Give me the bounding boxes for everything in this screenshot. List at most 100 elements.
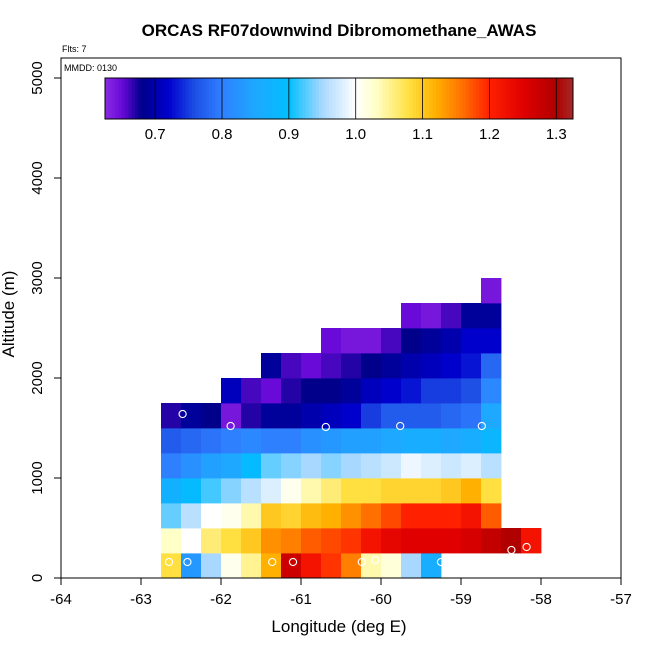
colorbar-segment xyxy=(492,78,497,119)
colorbar-segment xyxy=(332,78,337,119)
colorbar-segment xyxy=(178,78,183,119)
heatmap-cell xyxy=(221,503,242,529)
sample-point xyxy=(164,557,174,567)
colorbar-segment xyxy=(198,78,203,119)
colorbar-segment xyxy=(415,78,420,119)
heatmap-cell xyxy=(401,503,422,529)
colorbar-segment xyxy=(225,78,230,119)
colorbar-segment xyxy=(181,78,186,119)
heatmap-cell xyxy=(241,553,262,578)
heatmap-cell xyxy=(381,503,402,529)
sample-point xyxy=(507,545,516,555)
heatmap-cell xyxy=(381,403,402,429)
colorbar-segment xyxy=(499,78,504,119)
colorbar-segment xyxy=(315,78,320,119)
colorbar-segment xyxy=(419,78,424,119)
heatmap-cell xyxy=(221,553,242,578)
heatmap-cell xyxy=(301,503,322,529)
heatmap-cell xyxy=(301,453,322,479)
heatmap-cell xyxy=(421,428,442,454)
heatmap-cell xyxy=(181,553,202,578)
heatmap-cell xyxy=(341,428,362,454)
colorbar-segment xyxy=(248,78,253,119)
heatmap-cell xyxy=(201,503,222,529)
colorbar-segment xyxy=(359,78,363,119)
heatmap-cell xyxy=(181,503,202,529)
colorbar-segment xyxy=(422,78,427,119)
colorbar-segment xyxy=(272,78,276,119)
heatmap-cell xyxy=(181,403,202,429)
colorbar-segment xyxy=(312,78,317,119)
colorbar-segment xyxy=(429,78,434,119)
colorbar-segment xyxy=(275,78,280,119)
y-tick-label: 0 xyxy=(29,574,46,582)
colorbar-segment xyxy=(442,78,447,119)
heatmap-cell xyxy=(341,528,362,554)
colorbar-segment xyxy=(302,78,307,119)
colorbar-segment xyxy=(482,78,487,119)
colorbar-segment xyxy=(218,78,223,119)
heatmap-cell xyxy=(301,528,322,554)
x-tick-label: -63 xyxy=(130,591,152,608)
colorbar-segment xyxy=(232,78,236,119)
colorbar-segment xyxy=(141,78,146,119)
x-axis-label: Longitude (deg E) xyxy=(271,617,406,636)
heatmap-cell xyxy=(341,478,362,504)
heatmap-cell xyxy=(401,328,422,354)
colorbar-segment xyxy=(549,78,554,119)
colorbar-segment xyxy=(325,78,330,119)
x-tick-label: -60 xyxy=(370,591,392,608)
heatmap-cell xyxy=(461,528,482,554)
heatmap-cell xyxy=(441,378,462,404)
colorbar-segment xyxy=(288,78,293,119)
heatmap-cell xyxy=(321,503,342,529)
heatmap-cell xyxy=(461,503,482,529)
y-tick-label: 4000 xyxy=(29,161,46,194)
y-tick-label: 5000 xyxy=(29,61,46,94)
colorbar-segment xyxy=(135,78,139,119)
heatmap-cell xyxy=(441,303,462,329)
heatmap-cell xyxy=(261,503,282,529)
heatmap-cell xyxy=(521,528,542,554)
heatmap-cell xyxy=(281,478,302,504)
heatmap-cell xyxy=(461,403,482,429)
heatmap-cell xyxy=(361,353,382,379)
heatmap-cell xyxy=(201,403,222,429)
heatmap-cell xyxy=(261,528,282,554)
heatmap-cell xyxy=(461,428,482,454)
colorbar-segment xyxy=(191,78,196,119)
colorbar-segment xyxy=(476,78,480,119)
sample-point xyxy=(321,422,330,432)
colorbar-segment xyxy=(252,78,256,119)
colorbar-segment xyxy=(496,78,500,119)
heatmap-cell xyxy=(361,553,382,578)
colorbar-segment xyxy=(268,78,273,119)
colorbar-segment xyxy=(542,78,547,119)
colorbar-segment xyxy=(318,78,323,119)
colorbar-segment xyxy=(352,78,357,119)
colorbar-segment xyxy=(559,78,564,119)
colorbar-segment xyxy=(245,78,250,119)
colorbar-segment xyxy=(522,78,527,119)
heatmap-cell xyxy=(341,503,362,529)
heatmap-cell xyxy=(241,453,262,479)
heatmap-cell xyxy=(301,378,322,404)
heatmap-cell xyxy=(341,403,362,429)
colorbar-segment xyxy=(255,78,260,119)
heatmap-cell xyxy=(161,403,182,429)
heatmap-cell xyxy=(401,528,422,554)
colorbar-segment xyxy=(526,78,531,119)
colorbar-segment xyxy=(552,78,557,119)
heatmap-cell xyxy=(241,503,262,529)
colorbar-segment xyxy=(479,78,484,119)
heatmap-cell xyxy=(381,453,402,479)
colorbar-segment xyxy=(295,78,300,119)
heatmap-cell xyxy=(441,428,462,454)
heatmap-cell xyxy=(321,453,342,479)
colorbar-segment xyxy=(335,78,340,119)
heatmap-cell xyxy=(281,353,302,379)
heatmap-cell xyxy=(441,353,462,379)
colorbar-segment xyxy=(108,78,113,119)
heatmap-cell xyxy=(361,328,382,354)
